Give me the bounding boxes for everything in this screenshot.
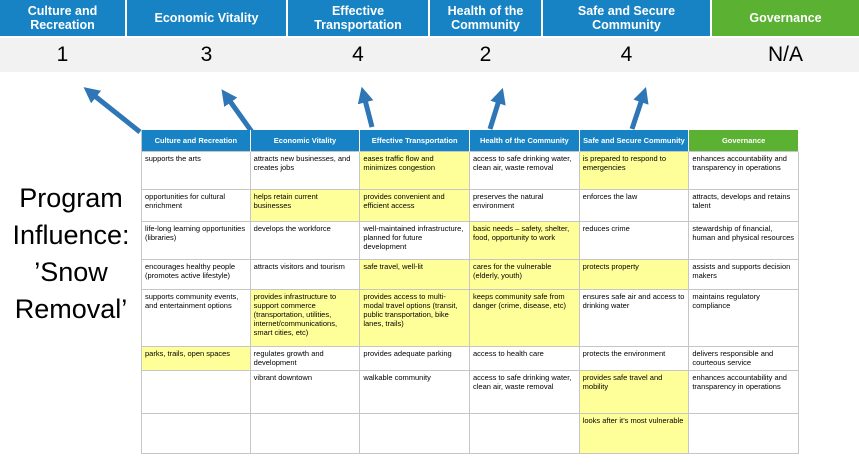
summary-header-economic-vitality: Economic Vitality xyxy=(127,0,286,36)
matrix-cell xyxy=(141,371,251,414)
matrix-cell: supports community events, and entertain… xyxy=(141,290,251,347)
matrix-cell-highlighted: provides access to multi-modal travel op… xyxy=(360,290,470,347)
matrix-cell-highlighted: provides infrastructure to support comme… xyxy=(250,290,361,347)
matrix-cell: provides adequate parking xyxy=(360,347,470,371)
matrix-cell: life-long learning opportunities (librar… xyxy=(141,222,251,260)
summary-score-culture-and-recreation: 1 xyxy=(56,43,69,66)
matrix-cell: attracts visitors and tourism xyxy=(250,260,361,290)
matrix-header-health-of-the-community: Health of the Community xyxy=(469,130,580,152)
matrix-cell: ensures safe air and access to drinking … xyxy=(579,290,690,347)
matrix-cell-highlighted: looks after it’s most vulnerable xyxy=(579,414,690,454)
matrix-cell-highlighted: helps retain current businesses xyxy=(250,190,361,222)
matrix-cell: supports the arts xyxy=(141,152,251,190)
matrix-cell: stewardship of financial, human and phys… xyxy=(689,222,799,260)
matrix-cell: access to health care xyxy=(469,347,580,371)
matrix-cell: enhances accountability and transparency… xyxy=(689,152,799,190)
page-title-line: ’Snow xyxy=(34,257,108,287)
matrix-header-effective-transportation: Effective Transportation xyxy=(360,130,470,152)
summary-header-governance: Governance xyxy=(712,0,859,36)
matrix-cell: reduces crime xyxy=(579,222,690,260)
matrix-cell: walkable community xyxy=(360,371,470,414)
summary-score-effective-transportation: 4 xyxy=(352,43,364,66)
matrix-cell: develops the workforce xyxy=(250,222,361,260)
matrix-cell: access to safe drinking water, clean air… xyxy=(469,371,580,414)
matrix-cell: enhances accountability and transparency… xyxy=(689,371,799,414)
up-arrow-icon xyxy=(629,86,649,130)
summary-header-safe-and-secure-community: Safe and Secure Community xyxy=(543,0,710,36)
summary-score-economic-vitality: 3 xyxy=(200,43,213,66)
matrix-cell: preserves the natural environment xyxy=(469,190,580,222)
matrix-cell: encourages healthy people (promotes acti… xyxy=(141,260,251,290)
matrix-cell: assists and supports decision makers xyxy=(689,260,799,290)
up-arrow-icon xyxy=(357,86,375,128)
summary-header-health-of-the-community: Health of the Community xyxy=(430,0,541,36)
matrix-cell xyxy=(689,414,799,454)
summary-header-row: Culture and Recreation Economic Vitality E… xyxy=(0,0,859,36)
matrix-cell: regulates growth and development xyxy=(250,347,361,371)
matrix-cell: attracts new businesses, and creates job… xyxy=(250,152,361,190)
matrix-cell-highlighted: protects property xyxy=(579,260,690,290)
summary-score-row: 1 3 4 2 4 N/A xyxy=(0,38,859,72)
up-arrow-icon xyxy=(487,87,506,130)
matrix-cell xyxy=(469,414,580,454)
summary-score-safe-and-secure-community: 4 xyxy=(620,43,633,66)
matrix-header-culture-and-recreation: Culture and Recreation xyxy=(141,130,251,152)
matrix-cell-highlighted: keeps community safe from danger (crime,… xyxy=(469,290,580,347)
matrix-cell: access to safe drinking water, clean air… xyxy=(469,152,580,190)
page-title-line: Influence: xyxy=(12,220,130,250)
matrix-cell-highlighted: parks, trails, open spaces xyxy=(141,347,251,371)
matrix-cell: vibrant downtown xyxy=(250,371,361,414)
matrix-cell: protects the environment xyxy=(579,347,690,371)
matrix-header-governance: Governance xyxy=(689,130,799,152)
matrix-cell: enforces the law xyxy=(579,190,690,222)
matrix-cell xyxy=(360,414,470,454)
page-title-line: Program xyxy=(19,183,123,213)
matrix-cell-highlighted: provides convenient and efficient access xyxy=(360,190,470,222)
matrix-header-safe-and-secure-community: Safe and Secure Community xyxy=(579,130,690,152)
matrix-header-economic-vitality: Economic Vitality xyxy=(250,130,361,152)
summary-header-effective-transportation: Effective Transportation xyxy=(288,0,428,36)
page-title-line: Removal’ xyxy=(14,294,128,324)
matrix-cell: maintains regulatory compliance xyxy=(689,290,799,347)
matrix-cell-highlighted: provides safe travel and mobility xyxy=(579,371,690,414)
up-arrow-icon xyxy=(221,89,255,134)
matrix-cell-highlighted: safe travel, well-lit xyxy=(360,260,470,290)
matrix-cell xyxy=(141,414,251,454)
up-arrow-icon xyxy=(83,87,142,134)
matrix-cell: opportunities for cultural enrichment xyxy=(141,190,251,222)
matrix-cell: well-maintained infrastructure, planned … xyxy=(360,222,470,260)
summary-score-governance: N/A xyxy=(767,43,803,66)
matrix-cell-highlighted: basic needs – safety, shelter, food, opp… xyxy=(469,222,580,260)
summary-header-culture-and-recreation: Culture and Recreation xyxy=(0,0,125,36)
page-title: Program Influence: ’Snow Removal’ xyxy=(0,180,142,328)
matrix-cell xyxy=(250,414,361,454)
summary-score-health-of-the-community: 2 xyxy=(479,43,492,66)
matrix-cell-highlighted: is prepared to respond to emergencies xyxy=(579,152,690,190)
matrix-cell-highlighted: cares for the vulnerable (elderly, youth… xyxy=(469,260,580,290)
matrix-cell-highlighted: eases traffic flow and minimizes congest… xyxy=(360,152,470,190)
matrix-cell: delivers responsible and courteous servi… xyxy=(689,347,799,371)
influence-matrix: Culture and Recreation Economic Vitality E… xyxy=(141,130,799,454)
matrix-cell: attracts, develops and retains talent xyxy=(689,190,799,222)
